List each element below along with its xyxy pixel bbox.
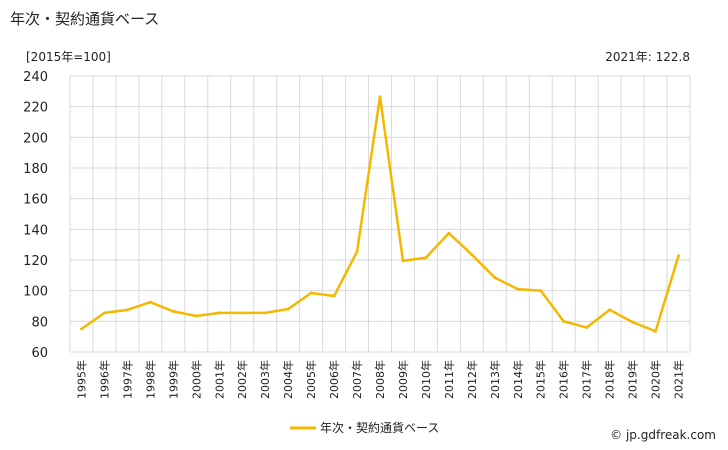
data-point xyxy=(493,276,497,280)
y-tick-label: 60 xyxy=(31,346,48,361)
x-tick-label: 2011年 xyxy=(442,360,456,399)
data-point xyxy=(102,311,106,315)
x-tick-label: 2020年 xyxy=(649,360,663,399)
x-tick-label: 1997年 xyxy=(120,360,134,399)
x-tick-label: 2013年 xyxy=(488,360,502,399)
data-point xyxy=(424,256,428,260)
data-point xyxy=(125,308,129,312)
y-tick-label: 180 xyxy=(23,162,48,177)
data-point xyxy=(401,259,405,263)
data-point xyxy=(608,308,612,312)
data-point xyxy=(631,320,635,324)
data-point xyxy=(677,254,681,258)
data-point xyxy=(217,311,221,315)
x-tick-label: 2005年 xyxy=(304,360,318,399)
y-tick-label: 120 xyxy=(23,254,48,269)
data-point xyxy=(470,253,474,257)
y-tick-label: 100 xyxy=(23,285,48,300)
data-point xyxy=(194,314,198,318)
data-point xyxy=(654,329,658,333)
data-point xyxy=(171,309,175,313)
series-line xyxy=(80,95,680,333)
x-tick-label: 2004年 xyxy=(281,360,295,399)
x-tick-label: 2009年 xyxy=(396,360,410,399)
x-tick-label: 2021年 xyxy=(672,360,686,399)
x-tick-label: 2014年 xyxy=(511,360,525,399)
data-point xyxy=(355,250,359,254)
y-tick-label: 160 xyxy=(23,193,48,208)
x-tick-label: 2002年 xyxy=(235,360,249,399)
chart-title: 年次・契約通貨ベース xyxy=(10,10,160,28)
x-tick-label: 2003年 xyxy=(258,360,272,399)
x-tick-label: 2000年 xyxy=(189,360,203,399)
data-point xyxy=(539,289,543,293)
x-tick-label: 2012年 xyxy=(465,360,479,399)
x-tick-label: 1995年 xyxy=(74,360,88,399)
latest-value-note: 2021年: 122.8 xyxy=(605,50,690,64)
data-point xyxy=(79,327,83,331)
x-tick-label: 1998年 xyxy=(143,360,157,399)
x-tick-label: 2018年 xyxy=(603,360,617,399)
data-point xyxy=(332,294,336,298)
x-tick-label: 2007年 xyxy=(350,360,364,399)
y-tick-label: 80 xyxy=(31,315,48,330)
data-point xyxy=(447,231,451,235)
x-tick-label: 2017年 xyxy=(580,360,594,399)
data-point xyxy=(263,311,267,315)
x-tick-label: 2019年 xyxy=(626,360,640,399)
y-tick-label: 200 xyxy=(23,131,48,146)
y-tick-label: 220 xyxy=(23,101,48,116)
data-point xyxy=(309,291,313,295)
legend-label: 年次・契約通貨ベース xyxy=(320,420,439,435)
y-tick-label: 240 xyxy=(23,70,48,85)
y-tick-label: 140 xyxy=(23,223,48,238)
data-point xyxy=(286,307,290,311)
source-credit: © jp.gdfreak.com xyxy=(610,428,716,442)
x-tick-label: 2008年 xyxy=(373,360,387,399)
data-point xyxy=(240,311,244,315)
data-point xyxy=(585,325,589,329)
data-point xyxy=(378,95,382,99)
x-tick-label: 1999年 xyxy=(166,360,180,399)
data-point xyxy=(148,300,152,304)
x-tick-label: 2010年 xyxy=(419,360,433,399)
data-point xyxy=(562,319,566,323)
x-tick-label: 2001年 xyxy=(212,360,226,399)
x-tick-label: 2006年 xyxy=(327,360,341,399)
x-tick-label: 1996年 xyxy=(97,360,111,399)
x-tick-label: 2016年 xyxy=(557,360,571,399)
unit-label: [2015年=100] xyxy=(26,50,111,64)
x-tick-label: 2015年 xyxy=(534,360,548,399)
data-point xyxy=(516,287,520,291)
